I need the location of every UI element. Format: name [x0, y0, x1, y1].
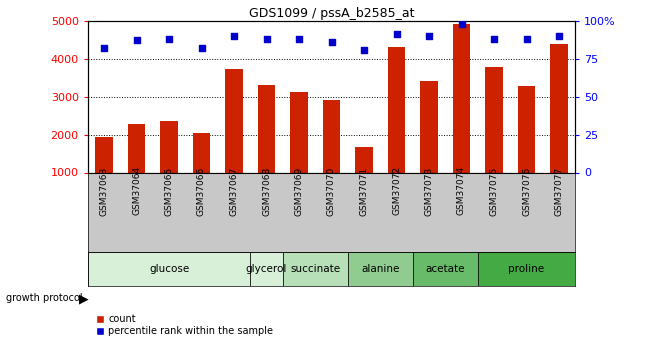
Bar: [95, 137, 113, 172]
Point: [261, 36, 272, 42]
Bar: [250, 252, 283, 286]
Point: [359, 47, 369, 52]
Point: [294, 36, 304, 42]
Bar: [257, 85, 276, 172]
Bar: [387, 47, 406, 172]
Text: glucose: glucose: [149, 264, 189, 274]
Point: [554, 33, 564, 39]
Bar: [550, 44, 568, 172]
Bar: [192, 133, 211, 172]
Point: [131, 38, 142, 43]
Bar: [322, 100, 341, 172]
Bar: [160, 121, 178, 172]
Bar: [355, 147, 373, 172]
Point: [424, 33, 434, 39]
Bar: [413, 252, 478, 286]
Point: [164, 36, 174, 42]
Bar: [452, 24, 471, 172]
Title: GDS1099 / pssA_b2585_at: GDS1099 / pssA_b2585_at: [249, 7, 414, 20]
Point: [196, 45, 207, 51]
Point: [489, 36, 499, 42]
Text: proline: proline: [508, 264, 545, 274]
Bar: [283, 252, 348, 286]
Point: [521, 36, 532, 42]
Text: ▶: ▶: [79, 292, 89, 305]
Point: [391, 32, 402, 37]
Bar: [517, 86, 536, 172]
Bar: [88, 252, 250, 286]
Bar: [127, 124, 146, 172]
Text: acetate: acetate: [426, 264, 465, 274]
Text: succinate: succinate: [290, 264, 341, 274]
Bar: [348, 252, 413, 286]
Legend: count, percentile rank within the sample: count, percentile rank within the sample: [92, 310, 277, 340]
Bar: [485, 67, 503, 172]
Point: [99, 45, 109, 51]
Text: alanine: alanine: [361, 264, 400, 274]
Bar: [225, 69, 243, 172]
Bar: [290, 92, 308, 172]
Bar: [478, 252, 575, 286]
Point: [326, 39, 337, 45]
Text: growth protocol: growth protocol: [6, 294, 83, 303]
Point: [456, 21, 467, 27]
Bar: [420, 81, 438, 172]
Point: [229, 33, 239, 39]
Text: glycerol: glycerol: [246, 264, 287, 274]
